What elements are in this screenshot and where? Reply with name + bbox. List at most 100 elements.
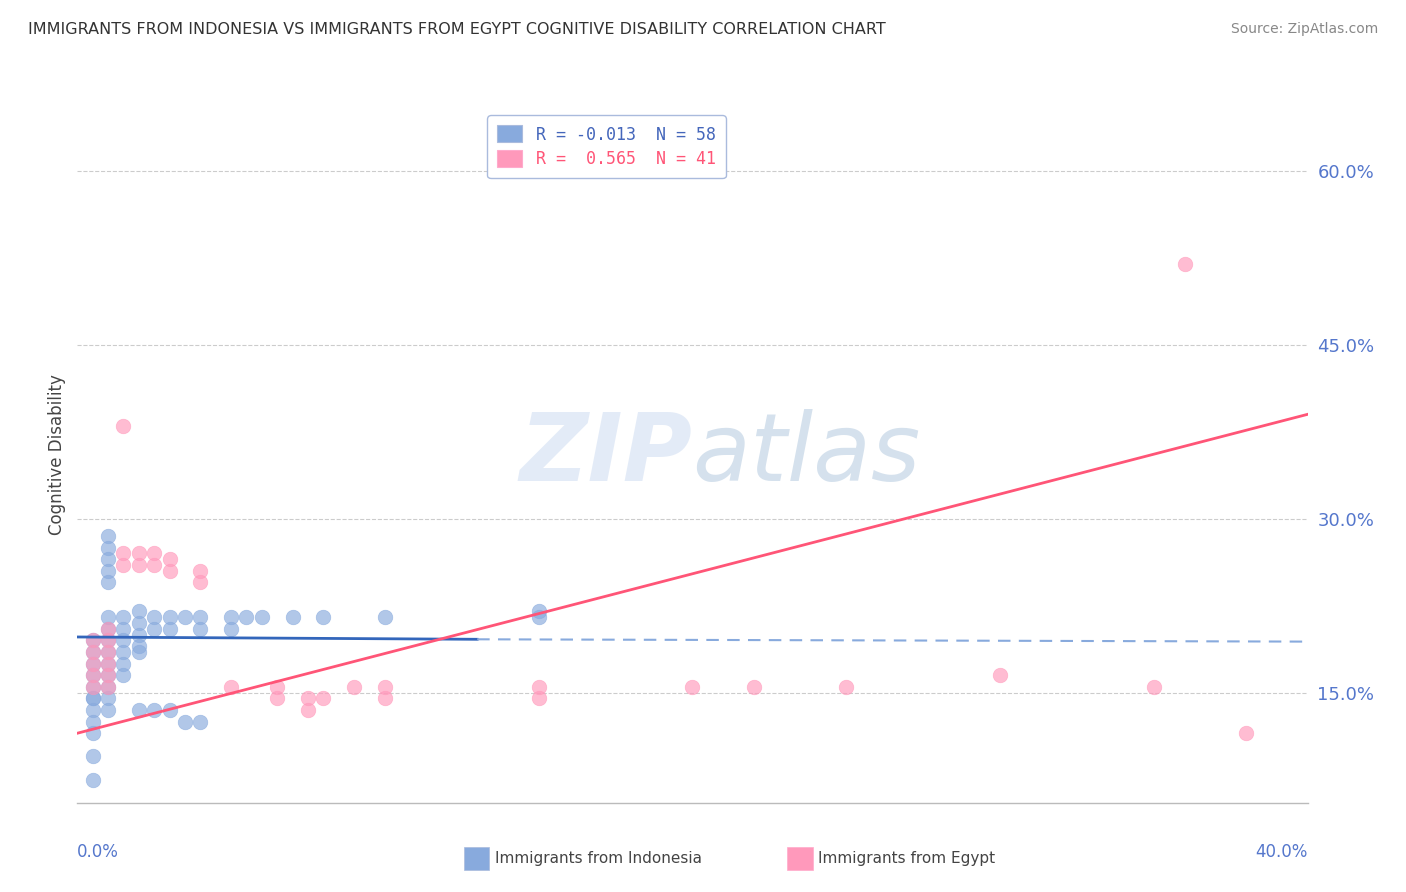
Point: [159, 622, 181, 636]
Point: [343, 680, 366, 694]
Point: [82, 691, 104, 706]
Point: [143, 610, 166, 624]
Point: [374, 680, 396, 694]
Point: [82, 703, 104, 717]
Point: [128, 628, 150, 642]
Point: [97, 668, 120, 682]
Point: [82, 749, 104, 764]
Point: [112, 610, 135, 624]
Point: [82, 645, 104, 659]
Point: [97, 668, 120, 682]
Point: [143, 622, 166, 636]
Text: ZIP: ZIP: [520, 409, 693, 501]
Point: [159, 564, 181, 578]
Point: [682, 680, 704, 694]
Text: 0.0%: 0.0%: [77, 843, 120, 861]
Point: [97, 703, 120, 717]
Point: [82, 657, 104, 671]
Legend: R = -0.013  N = 58, R =  0.565  N = 41: R = -0.013 N = 58, R = 0.565 N = 41: [486, 115, 725, 178]
Point: [219, 610, 242, 624]
Point: [374, 610, 396, 624]
Point: [97, 680, 120, 694]
Point: [143, 703, 166, 717]
Text: IMMIGRANTS FROM INDONESIA VS IMMIGRANTS FROM EGYPT COGNITIVE DISABILITY CORRELAT: IMMIGRANTS FROM INDONESIA VS IMMIGRANTS …: [28, 22, 886, 37]
Point: [82, 726, 104, 740]
Point: [312, 691, 335, 706]
Point: [82, 633, 104, 648]
Text: atlas: atlas: [693, 409, 921, 500]
Point: [235, 610, 257, 624]
Point: [1143, 680, 1166, 694]
Point: [82, 668, 104, 682]
Point: [112, 558, 135, 573]
Point: [112, 633, 135, 648]
Point: [143, 558, 166, 573]
Point: [112, 657, 135, 671]
Point: [97, 680, 120, 694]
Text: Immigrants from Egypt: Immigrants from Egypt: [818, 852, 995, 866]
Text: Source: ZipAtlas.com: Source: ZipAtlas.com: [1230, 22, 1378, 37]
Point: [297, 703, 319, 717]
Point: [188, 610, 212, 624]
Point: [97, 657, 120, 671]
Point: [159, 703, 181, 717]
Point: [742, 680, 765, 694]
Point: [159, 552, 181, 566]
Point: [82, 645, 104, 659]
Point: [97, 645, 120, 659]
Point: [835, 680, 858, 694]
Point: [1174, 256, 1197, 270]
Point: [97, 575, 120, 590]
Point: [112, 622, 135, 636]
Point: [374, 691, 396, 706]
Point: [82, 668, 104, 682]
Point: [128, 605, 150, 619]
Point: [266, 680, 288, 694]
Point: [128, 615, 150, 630]
Point: [112, 418, 135, 433]
Point: [988, 668, 1011, 682]
Point: [97, 610, 120, 624]
Point: [97, 564, 120, 578]
Point: [128, 639, 150, 653]
Point: [159, 610, 181, 624]
Point: [97, 622, 120, 636]
Point: [527, 605, 550, 619]
Point: [97, 691, 120, 706]
Point: [97, 633, 120, 648]
Point: [97, 622, 120, 636]
Point: [82, 680, 104, 694]
Point: [97, 633, 120, 648]
Point: [266, 691, 288, 706]
Point: [112, 546, 135, 561]
Point: [128, 558, 150, 573]
Point: [82, 714, 104, 729]
Point: [97, 657, 120, 671]
Y-axis label: Cognitive Disability: Cognitive Disability: [48, 375, 66, 535]
Point: [97, 552, 120, 566]
Point: [188, 575, 212, 590]
Text: Immigrants from Indonesia: Immigrants from Indonesia: [495, 852, 702, 866]
Point: [527, 691, 550, 706]
Point: [250, 610, 273, 624]
Point: [174, 714, 197, 729]
Text: 40.0%: 40.0%: [1256, 843, 1308, 861]
Point: [1234, 726, 1257, 740]
Point: [82, 633, 104, 648]
Point: [128, 645, 150, 659]
Point: [527, 610, 550, 624]
Point: [219, 680, 242, 694]
Point: [174, 610, 197, 624]
Point: [97, 529, 120, 543]
Point: [82, 772, 104, 787]
Point: [281, 610, 304, 624]
Point: [219, 622, 242, 636]
Point: [82, 691, 104, 706]
Point: [82, 657, 104, 671]
Point: [112, 645, 135, 659]
Point: [97, 645, 120, 659]
Point: [527, 680, 550, 694]
Point: [297, 691, 319, 706]
Point: [128, 703, 150, 717]
Point: [128, 546, 150, 561]
